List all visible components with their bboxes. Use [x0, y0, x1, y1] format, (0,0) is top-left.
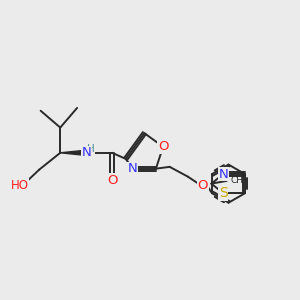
- Polygon shape: [60, 151, 82, 155]
- Text: O: O: [158, 140, 168, 153]
- Text: H: H: [87, 144, 95, 154]
- Text: HO: HO: [11, 178, 28, 192]
- Text: N: N: [218, 168, 228, 181]
- Text: N: N: [128, 162, 138, 175]
- Text: O: O: [197, 178, 208, 192]
- Text: N: N: [82, 146, 92, 159]
- Text: CH₃: CH₃: [230, 176, 247, 185]
- Text: O: O: [107, 174, 117, 187]
- Text: S: S: [219, 186, 227, 200]
